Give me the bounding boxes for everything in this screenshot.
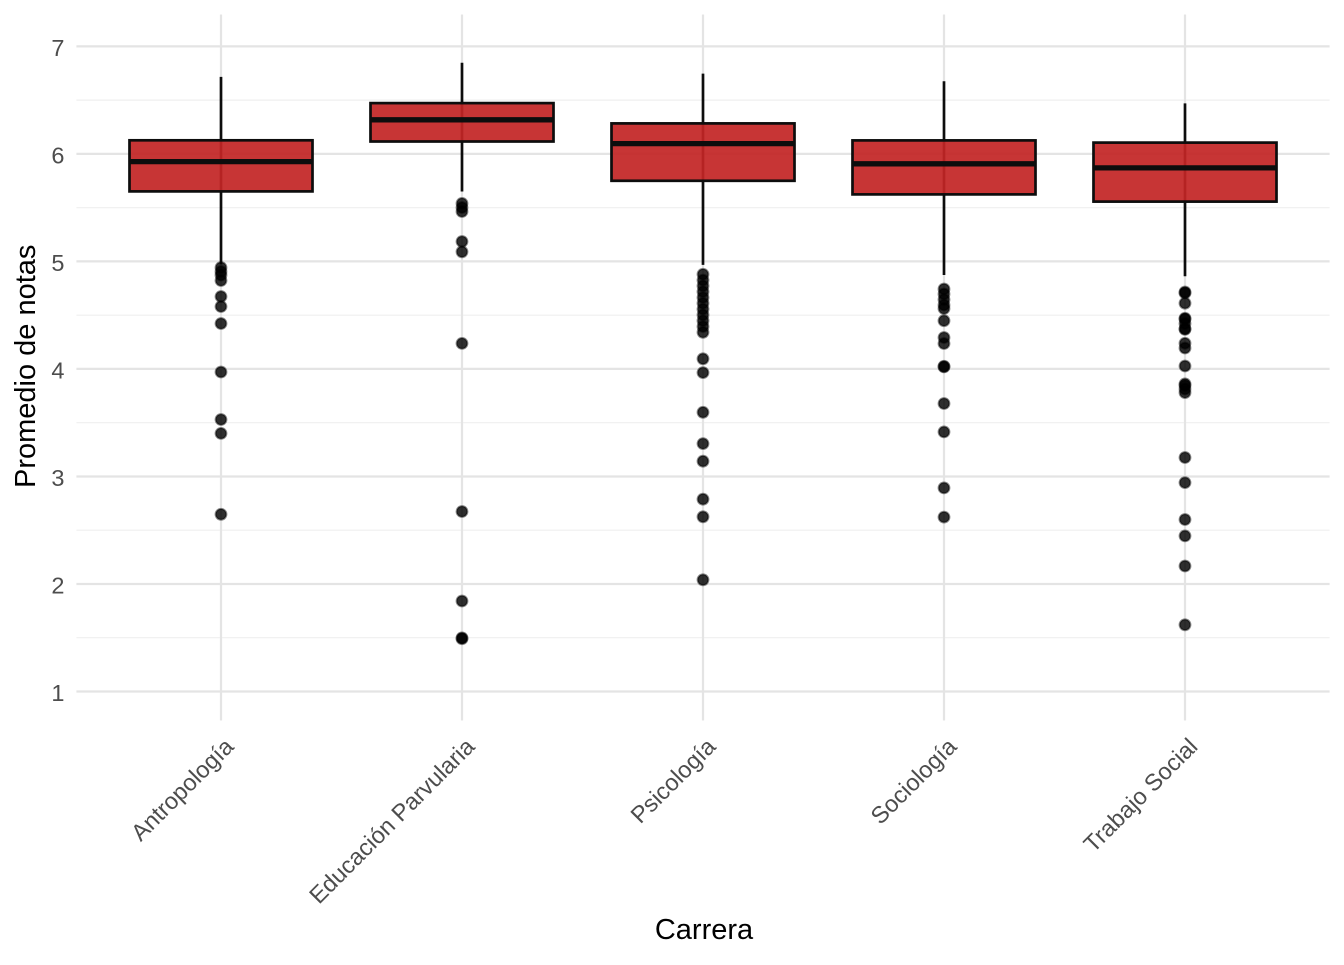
svg-text:5: 5 [51,250,64,276]
svg-text:Promedio de notas: Promedio de notas [10,245,42,488]
svg-text:4: 4 [51,357,64,383]
svg-text:7: 7 [51,35,64,61]
svg-text:Carrera: Carrera [655,914,754,946]
svg-text:6: 6 [51,142,64,168]
svg-text:3: 3 [51,465,64,491]
svg-text:2: 2 [51,573,64,599]
svg-text:1: 1 [51,680,64,706]
